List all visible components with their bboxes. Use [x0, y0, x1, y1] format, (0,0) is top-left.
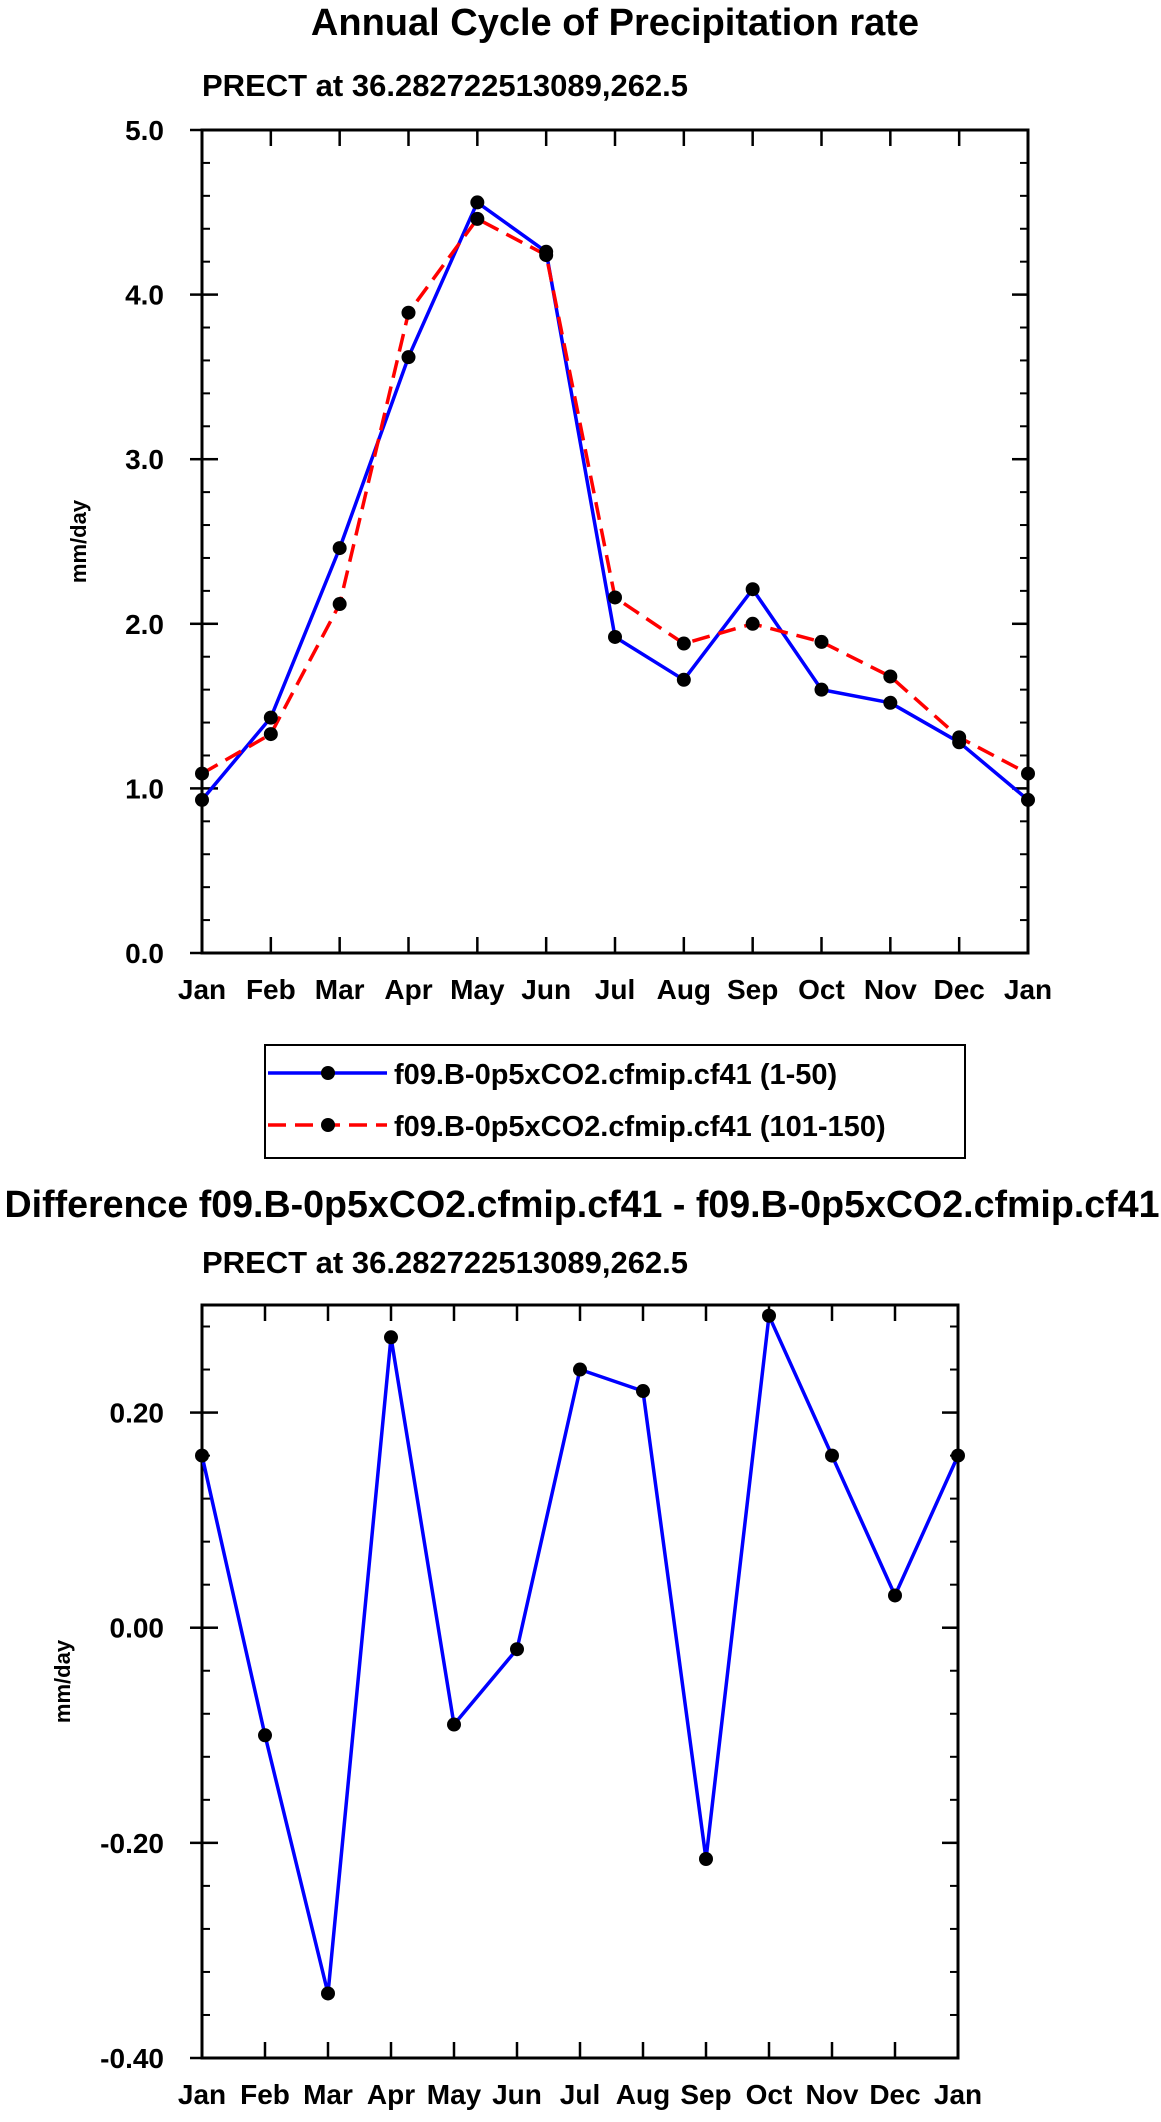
chart-2-series-1-point	[888, 1588, 902, 1603]
chart-1-subtitle: PRECT at 36.282722513089,262.5	[202, 68, 688, 103]
chart-2-x-tick-label: May	[427, 2079, 482, 2110]
chart-2-x-tick-label: Jun	[492, 2079, 542, 2110]
chart-1-series-1-point	[470, 195, 485, 210]
chart-2-series-1-point	[321, 1986, 335, 2001]
chart-1-series-1-line	[200, 200, 1030, 802]
chart-1-y-tick-label: 1.0	[125, 773, 164, 804]
chart-1-plot-frame	[200, 128, 1030, 955]
chart-2-x-tick-label: Jan	[934, 2079, 982, 2110]
chart-1-series-1-point	[332, 541, 347, 556]
chart-2-x-tick-label: Nov	[806, 2079, 859, 2110]
chart-1-y-tick-label: 4.0	[125, 280, 164, 311]
chart-1-series-2-point	[676, 636, 691, 651]
chart-2-y-axis-label: mm/day	[50, 1639, 75, 1723]
chart-1-x-tick-label: Nov	[864, 974, 917, 1005]
chart-1-legend: f09.B-0p5xCO2.cfmip.cf41 (1-50) f09.B-0p…	[264, 1044, 966, 1159]
chart-1-series-1-point	[745, 582, 760, 597]
chart-2-series-1-point	[447, 1717, 461, 1732]
chart-1-x-tick-label: Sep	[727, 974, 778, 1005]
chart-2-x-tick-label: Jan	[178, 2079, 226, 2110]
chart-1-series-1-point	[401, 350, 416, 365]
chart-1-series-2-line	[201, 217, 1029, 776]
chart-1-series-1-point	[608, 629, 622, 644]
chart-2-series-1-point	[258, 1728, 272, 1743]
chart-2-x-tick-label: Apr	[367, 2079, 415, 2110]
chart-2-x-tick-label: Dec	[869, 2079, 920, 2110]
chart-1-y-tick-label: 3.0	[125, 444, 164, 475]
chart-1-series-2-point	[539, 248, 554, 263]
legend-label-series-2: f09.B-0p5xCO2.cfmip.cf41 (101-150)	[394, 1111, 886, 1143]
chart-1-series-1-point	[1021, 792, 1035, 807]
chart-2-series-1-point	[825, 1448, 839, 1463]
chart-1-series-1-point	[195, 792, 209, 807]
chart-2-title: Difference f09.B-0p5xCO2.cfmip.cf41 - f0…	[5, 1184, 1160, 1226]
chart-1-series-2-point	[263, 727, 278, 742]
chart-1-series-2-point	[470, 211, 485, 226]
chart-2-series-1-point	[951, 1448, 965, 1463]
chart-1-x-tick-label: Mar	[315, 974, 365, 1005]
chart-1-x-tick-label: Jul	[595, 974, 635, 1005]
chart-2-x-tick-label: Sep	[680, 2079, 731, 2110]
chart-1-series-2-point	[952, 730, 967, 745]
chart-2-x-tick-label: Aug	[616, 2079, 670, 2110]
chart-1-series-2-point	[745, 616, 760, 631]
chart-1-series-2-point	[195, 766, 209, 781]
chart-2-series-1-point	[384, 1330, 398, 1345]
chart-2-y-tick-label: -0.20	[100, 1828, 164, 1859]
chart-2-series-1-line	[200, 1314, 960, 1996]
chart-2-subtitle: PRECT at 36.282722513089,262.5	[202, 1245, 688, 1280]
chart-2-y-tick-label: 0.00	[110, 1613, 165, 1644]
chart-1-x-tick-label: Jan	[178, 974, 226, 1005]
chart-1-x-tick-label: Apr	[384, 974, 432, 1005]
chart-1-series-1-point	[263, 710, 278, 725]
chart-1-title: Annual Cycle of Precipitation rate	[311, 2, 919, 44]
chart-1-plot: Jan Feb Mar Apr May Jun Jul Aug Sep Oct Nov Dec Jan 0…	[66, 115, 1052, 1005]
chart-2-series-1-point	[699, 1851, 713, 1866]
legend-marker-series-2	[321, 1118, 335, 1132]
legend-marker-series-1	[321, 1066, 335, 1080]
chart-1-series-2-point	[1021, 766, 1035, 781]
chart-1-series-1-point	[676, 672, 691, 687]
chart-2-series-1-point	[510, 1642, 524, 1657]
legend-box	[264, 1044, 966, 1159]
chart-2-series-1-point	[195, 1448, 209, 1463]
chart-1-x-tick-label: Aug	[657, 974, 711, 1005]
chart-2-series-1-point	[762, 1308, 776, 1323]
chart-1-x-tick-label: Feb	[246, 974, 296, 1005]
chart-2-x-tick-label: Oct	[746, 2079, 793, 2110]
chart-2-y-tick-label: -0.40	[100, 2043, 164, 2074]
chart-1-x-tick-label: Jun	[521, 974, 571, 1005]
chart-2-x-tick-label: Mar	[303, 2079, 353, 2110]
chart-2-series-1-point	[636, 1384, 650, 1399]
chart-1-series-2-point	[814, 634, 829, 649]
legend-label-series-1: f09.B-0p5xCO2.cfmip.cf41 (1-50)	[394, 1059, 837, 1091]
chart-1-series-2-point	[883, 669, 898, 684]
chart-2-y-tick-label: 0.20	[110, 1398, 165, 1429]
chart-1-series-2-point	[608, 590, 622, 605]
chart-1-y-tick-label: 0.0	[125, 938, 164, 969]
chart-2-plot: Jan Feb Mar Apr May Jun Jul Aug Sep Oct Nov Dec Jan-…	[50, 1303, 982, 2110]
chart-2-x-tick-label: Feb	[240, 2079, 290, 2110]
chart-1-y-axis-label: mm/day	[66, 499, 91, 583]
chart-2-x-tick-label: Jul	[560, 2079, 600, 2110]
chart-1-series-1-point	[883, 695, 898, 710]
chart-1-x-tick-label: Oct	[798, 974, 845, 1005]
chart-2-series-1-point	[573, 1362, 587, 1377]
chart-1-series-2-point	[401, 305, 416, 320]
chart-1-x-tick-label: Dec	[933, 974, 984, 1005]
chart-1-y-tick-label: 5.0	[125, 115, 164, 146]
chart-1-y-tick-label: 2.0	[125, 609, 164, 640]
chart-1-series-1-point	[814, 682, 829, 697]
chart-1-x-tick-label: Jan	[1004, 974, 1052, 1005]
chart-1-series-2-point	[332, 597, 347, 612]
chart-1-x-tick-label: May	[450, 974, 505, 1005]
